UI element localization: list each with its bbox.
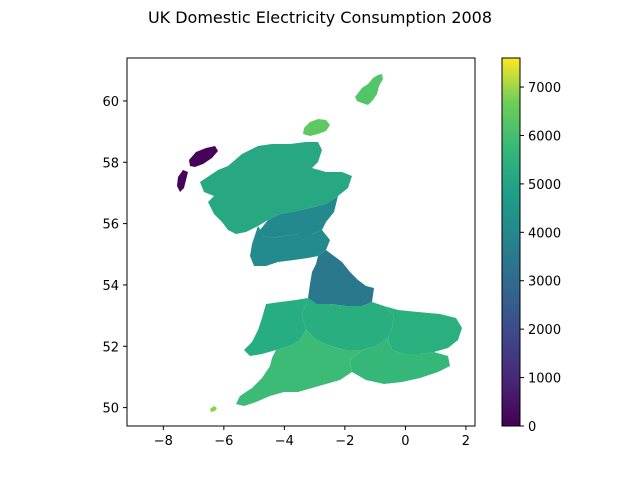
x-tick-label: −6 [214,434,233,449]
x-axis-ticks: −8 −6 −4 −2 0 2 [154,426,470,449]
colorbar-tick-label: 2000 [528,323,561,338]
colorbar-ticks: 0 1000 2000 3000 4000 5000 6000 7000 [520,81,561,435]
colorbar-tick-label: 3000 [528,275,561,290]
region-south-west [236,330,362,406]
region-southern-scotland [250,226,330,266]
uk-map [177,74,462,412]
y-tick-label: 50 [102,402,119,417]
x-tick-label: 2 [462,434,470,449]
region-central-scotland [260,196,338,238]
colorbar-tick-label: 6000 [528,129,561,144]
colorbar-tick-label: 7000 [528,81,561,96]
region-midlands [302,298,394,350]
x-tick-label: −8 [154,434,173,449]
colorbar-tick-label: 5000 [528,178,561,193]
colorbar [501,57,521,427]
y-axis-ticks: 50 52 54 56 58 60 [102,95,127,417]
region-london-south-east [350,338,450,384]
region-shetland [355,74,383,105]
colorbar-tick-label: 0 [528,420,536,435]
chart-title: UK Domestic Electricity Consumption 2008 [147,8,493,27]
region-north-england [308,250,374,306]
region-outer-hebrides [189,146,218,167]
x-tick-label: −2 [335,434,354,449]
y-tick-label: 52 [102,340,119,355]
region-highlands [200,142,352,234]
x-tick-label: 0 [401,434,409,449]
region-east-anglia [384,306,462,354]
region-orkney [303,119,330,136]
colorbar-tick-label: 4000 [528,226,561,241]
y-tick-label: 60 [102,95,119,110]
y-tick-label: 56 [102,218,119,233]
x-tick-label: −4 [275,434,294,449]
y-tick-label: 58 [102,156,119,171]
region-wales [244,298,308,356]
colorbar-tick-label: 1000 [528,372,561,387]
region-isles-of-scilly [210,406,217,412]
region-outer-hebrides-south [177,170,188,192]
y-tick-label: 54 [102,279,119,294]
